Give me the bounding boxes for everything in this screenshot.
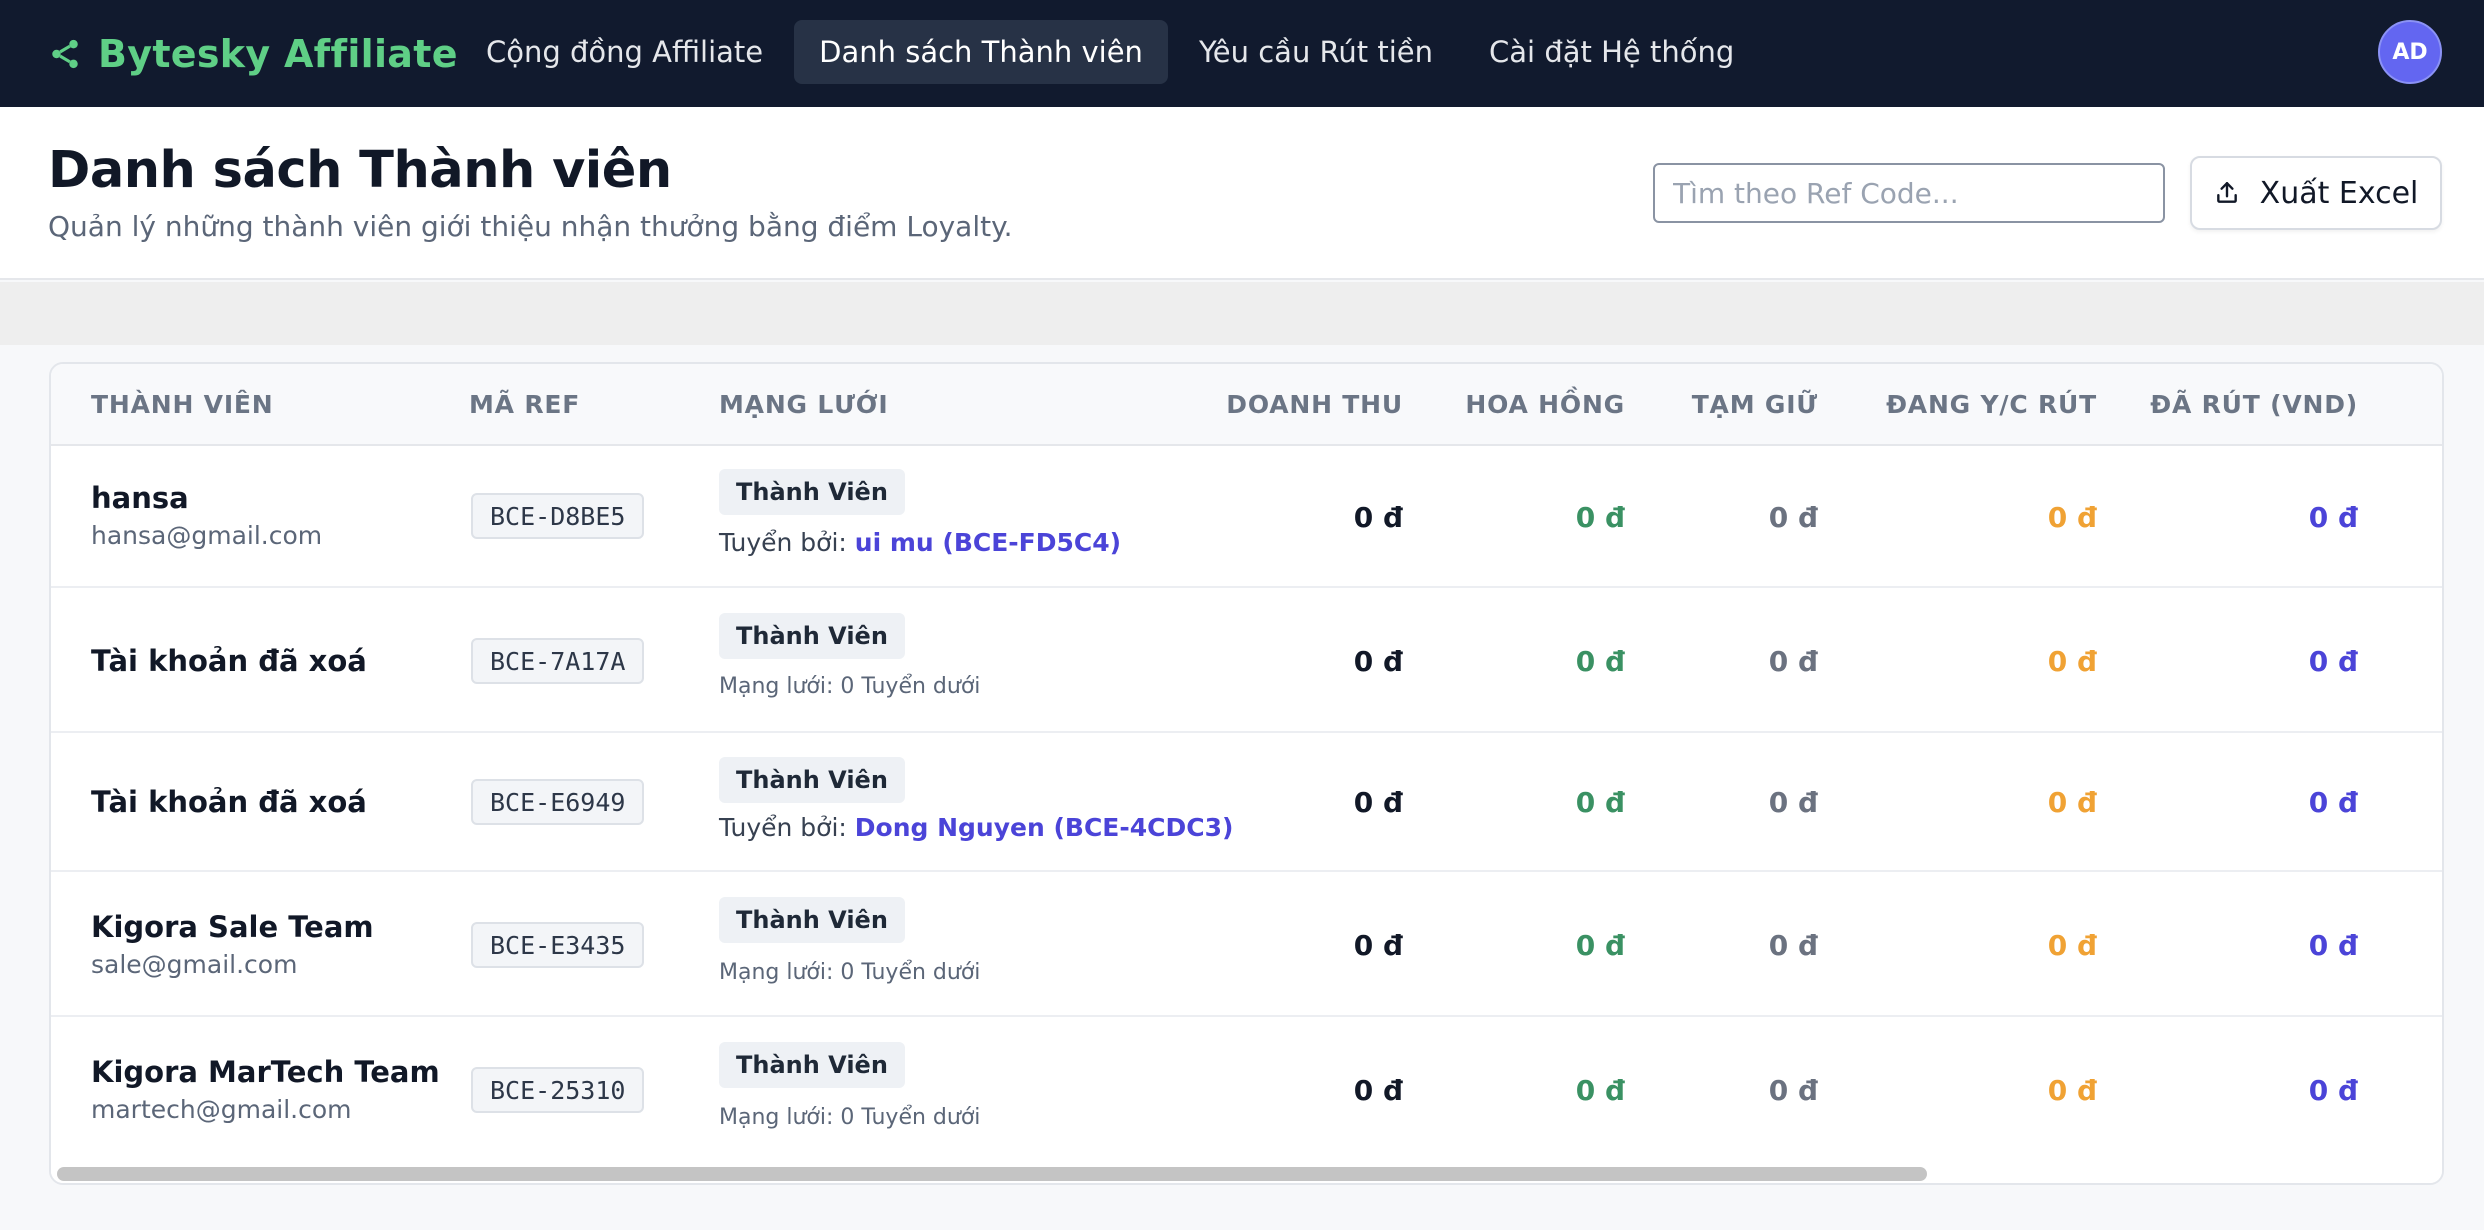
nav-item-community[interactable]: Cộng đồng Affiliate [486,35,764,69]
col-network: MẠNG LƯỚI [719,390,889,419]
role-badge: Thành Viên [719,897,905,943]
hold-value: 0 đ [1768,929,1818,962]
revenue-value: 0 đ [1353,1074,1403,1107]
member-email: hansa@gmail.com [91,521,323,550]
export-excel-button[interactable]: Xuất Excel [2190,156,2442,230]
nav-item-settings[interactable]: Cài đặt Hệ thống [1489,35,1735,69]
pending-value: 0 đ [2047,1074,2097,1107]
pending-value: 0 đ [2047,929,2097,962]
avatar[interactable]: AD [2378,20,2442,84]
role-badge: Thành Viên [719,613,905,659]
commission-value: 0 đ [1575,1074,1625,1107]
member-name: Tài khoản đã xoá [91,785,367,819]
withdrawn-value: 0 đ [2308,645,2358,678]
members-table: THÀNH VIÊN MÃ REF MẠNG LƯỚI DOANH THU HO… [49,362,2444,1185]
commission-value: 0 đ [1575,645,1625,678]
revenue-value: 0 đ [1353,929,1403,962]
ref-code: BCE-7A17A [471,638,645,684]
hold-value: 0 đ [1768,1074,1818,1107]
col-revenue: DOANH THU [1226,390,1403,419]
ref-code: BCE-25310 [471,1067,645,1113]
col-commission: HOA HỒNG [1465,390,1625,419]
main-nav: Cộng đồng Affiliate Danh sách Thành viên… [461,20,1765,84]
ref-code: BCE-E6949 [471,779,645,825]
commission-value: 0 đ [1575,501,1625,534]
member-name: Kigora MarTech Team [91,1055,440,1089]
col-pending: ĐANG Y/C RÚT [1886,390,2097,419]
page-header: Danh sách Thành viên Quản lý những thành… [0,107,2484,280]
withdrawn-value: 0 đ [2308,929,2358,962]
col-hold: TẠM GIỮ [1691,390,1818,419]
commission-value: 0 đ [1575,786,1625,819]
col-withdrawn: ĐÃ RÚT (VND) [2150,390,2358,419]
network-count: Mạng lưới: 0 Tuyển dưới [719,674,981,699]
commission-value: 0 đ [1575,929,1625,962]
search-input[interactable] [1653,163,2165,223]
ref-code: BCE-D8BE5 [471,493,645,539]
table-row[interactable]: hansa hansa@gmail.com BCE-D8BE5 Thành Vi… [51,446,2442,588]
ref-code: BCE-E3435 [471,922,645,968]
member-email: martech@gmail.com [91,1095,352,1124]
member-name: Kigora Sale Team [91,910,374,944]
withdrawn-value: 0 đ [2308,786,2358,819]
recruited-by: Tuyển bởi: Dong Nguyen (BCE-4CDC3) [719,813,1234,842]
recruiter-link[interactable]: ui mu (BCE-FD5C4) [854,528,1122,557]
nav-item-withdrawals[interactable]: Yêu cầu Rút tiền [1198,35,1434,69]
hold-value: 0 đ [1768,645,1818,678]
nav-item-members[interactable]: Danh sách Thành viên [794,20,1168,84]
col-member: THÀNH VIÊN [91,390,274,419]
revenue-value: 0 đ [1353,786,1403,819]
share-icon [52,39,78,68]
member-email: sale@gmail.com [91,950,298,979]
recruiter-link[interactable]: Dong Nguyen (BCE-4CDC3) [854,813,1234,842]
table-row[interactable]: Kigora Sale Team sale@gmail.com BCE-E343… [51,872,2442,1017]
export-excel-label: Xuất Excel [2259,175,2419,211]
scrollbar-thumb[interactable] [57,1167,1927,1181]
upload-icon [2216,182,2237,203]
pending-value: 0 đ [2047,501,2097,534]
top-nav-bar: Bytesky Affiliate Cộng đồng Affiliate Da… [0,0,2484,107]
network-count: Mạng lưới: 0 Tuyển dưới [719,1105,981,1130]
col-ref: MÃ REF [469,390,581,419]
table-row[interactable]: Tài khoản đã xoá BCE-E6949 Thành Viên Tu… [51,733,2442,872]
hold-value: 0 đ [1768,501,1818,534]
revenue-value: 0 đ [1353,501,1403,534]
table-row[interactable]: Kigora MarTech Team martech@gmail.com BC… [51,1017,2442,1159]
table-header: THÀNH VIÊN MÃ REF MẠNG LƯỚI DOANH THU HO… [51,364,2442,446]
table-row[interactable]: Tài khoản đã xoá BCE-7A17A Thành Viên Mạ… [51,588,2442,733]
network-count: Mạng lưới: 0 Tuyển dưới [719,960,981,985]
withdrawn-value: 0 đ [2308,501,2358,534]
revenue-value: 0 đ [1353,645,1403,678]
brand[interactable]: Bytesky Affiliate [48,0,458,107]
pending-value: 0 đ [2047,786,2097,819]
horizontal-scrollbar[interactable] [51,1159,2442,1183]
filter-band [0,282,2484,345]
recruited-by: Tuyển bởi: ui mu (BCE-FD5C4) [719,528,1122,557]
member-name: Tài khoản đã xoá [91,644,367,678]
role-badge: Thành Viên [719,1042,905,1088]
page-title: Danh sách Thành viên [48,141,672,200]
pending-value: 0 đ [2047,645,2097,678]
hold-value: 0 đ [1768,786,1818,819]
member-name: hansa [91,481,189,515]
brand-name: Bytesky Affiliate [98,31,458,76]
withdrawn-value: 0 đ [2308,1074,2358,1107]
role-badge: Thành Viên [719,469,905,515]
role-badge: Thành Viên [719,757,905,803]
page-subtitle: Quản lý những thành viên giới thiệu nhận… [48,210,1013,243]
